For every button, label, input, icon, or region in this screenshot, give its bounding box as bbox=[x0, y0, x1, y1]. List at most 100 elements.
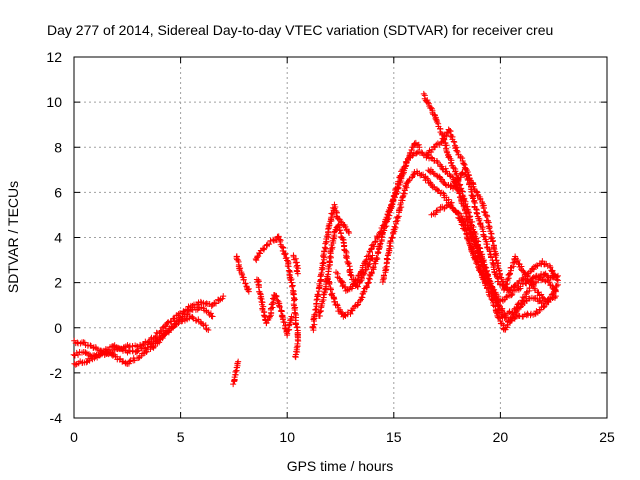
data-point bbox=[326, 220, 333, 227]
data-point bbox=[240, 276, 247, 283]
y-tick-label: 12 bbox=[46, 49, 62, 65]
data-point bbox=[87, 342, 94, 349]
data-point bbox=[189, 314, 196, 321]
series-trace-3 bbox=[70, 313, 212, 360]
data-point bbox=[409, 174, 416, 181]
data-point bbox=[278, 243, 285, 250]
data-point bbox=[295, 337, 302, 344]
data-point bbox=[389, 229, 396, 236]
data-point bbox=[507, 270, 514, 277]
data-point bbox=[495, 267, 502, 274]
data-point bbox=[516, 304, 523, 311]
data-point bbox=[490, 237, 497, 244]
data-point bbox=[489, 235, 496, 242]
data-point bbox=[274, 297, 281, 304]
data-point bbox=[380, 272, 387, 279]
data-point bbox=[109, 352, 116, 359]
data-point bbox=[538, 291, 545, 298]
data-point bbox=[381, 221, 388, 228]
data-point bbox=[331, 229, 338, 236]
data-point bbox=[508, 317, 515, 324]
data-point bbox=[421, 174, 428, 181]
data-point bbox=[504, 276, 511, 283]
data-point bbox=[519, 294, 526, 301]
data-point bbox=[363, 284, 370, 291]
data-point bbox=[553, 273, 560, 280]
data-point bbox=[281, 251, 288, 258]
series-trace-7 bbox=[253, 276, 295, 339]
data-point bbox=[498, 313, 505, 320]
data-point bbox=[102, 346, 109, 353]
data-point bbox=[374, 248, 381, 255]
data-point bbox=[549, 267, 556, 274]
data-point bbox=[345, 260, 352, 267]
data-point bbox=[337, 218, 344, 225]
data-point bbox=[363, 283, 370, 290]
data-point bbox=[470, 198, 477, 205]
data-point bbox=[466, 240, 473, 247]
data-point bbox=[267, 305, 274, 312]
data-point bbox=[481, 263, 488, 270]
data-point bbox=[343, 254, 350, 261]
data-point bbox=[484, 279, 491, 286]
data-point bbox=[503, 294, 510, 301]
data-point bbox=[469, 249, 476, 256]
data-point bbox=[287, 269, 294, 276]
data-point bbox=[285, 268, 292, 275]
data-point bbox=[447, 128, 454, 135]
data-point bbox=[110, 343, 117, 350]
data-point bbox=[291, 296, 298, 303]
data-point bbox=[382, 265, 389, 272]
data-point bbox=[205, 327, 212, 334]
data-point bbox=[402, 163, 409, 170]
data-point bbox=[332, 204, 339, 211]
data-point bbox=[474, 210, 481, 217]
data-point bbox=[505, 271, 512, 278]
data-point bbox=[391, 194, 398, 201]
data-point bbox=[389, 234, 396, 241]
data-point bbox=[473, 206, 480, 213]
data-point bbox=[129, 347, 136, 354]
data-point bbox=[320, 291, 327, 298]
y-tick-label: 0 bbox=[54, 320, 62, 336]
x-tick-label: 15 bbox=[386, 429, 402, 445]
data-point bbox=[231, 377, 238, 384]
data-point bbox=[343, 255, 350, 262]
y-tick-label: -4 bbox=[50, 410, 63, 426]
data-point bbox=[288, 283, 295, 290]
y-tick-label: -2 bbox=[50, 365, 63, 381]
data-point bbox=[105, 347, 112, 354]
data-point bbox=[390, 197, 397, 204]
data-point bbox=[350, 280, 357, 287]
data-point bbox=[486, 224, 493, 231]
data-point bbox=[216, 297, 223, 304]
data-point bbox=[552, 293, 559, 300]
data-point bbox=[284, 330, 291, 337]
data-point bbox=[375, 249, 382, 256]
x-tick-label: 0 bbox=[70, 429, 78, 445]
data-point bbox=[326, 281, 333, 288]
data-point bbox=[376, 229, 383, 236]
y-tick-label: 2 bbox=[54, 275, 62, 291]
series-trace-8 bbox=[290, 252, 302, 277]
data-point bbox=[393, 218, 400, 225]
data-point bbox=[514, 257, 521, 264]
data-point bbox=[358, 275, 365, 282]
data-point bbox=[420, 90, 427, 97]
data-point bbox=[385, 250, 392, 257]
data-point bbox=[119, 358, 126, 365]
data-point bbox=[270, 237, 277, 244]
data-point bbox=[357, 297, 364, 304]
x-tick-label: 10 bbox=[279, 429, 295, 445]
data-point bbox=[276, 304, 283, 311]
data-point bbox=[450, 138, 457, 145]
data-point bbox=[317, 308, 324, 315]
data-point bbox=[273, 293, 280, 300]
data-point bbox=[235, 358, 242, 365]
data-point bbox=[293, 324, 300, 331]
data-point bbox=[516, 278, 523, 285]
y-tick-label: 8 bbox=[54, 139, 62, 155]
data-point bbox=[294, 262, 301, 269]
data-point bbox=[369, 265, 376, 272]
data-point bbox=[144, 344, 151, 351]
